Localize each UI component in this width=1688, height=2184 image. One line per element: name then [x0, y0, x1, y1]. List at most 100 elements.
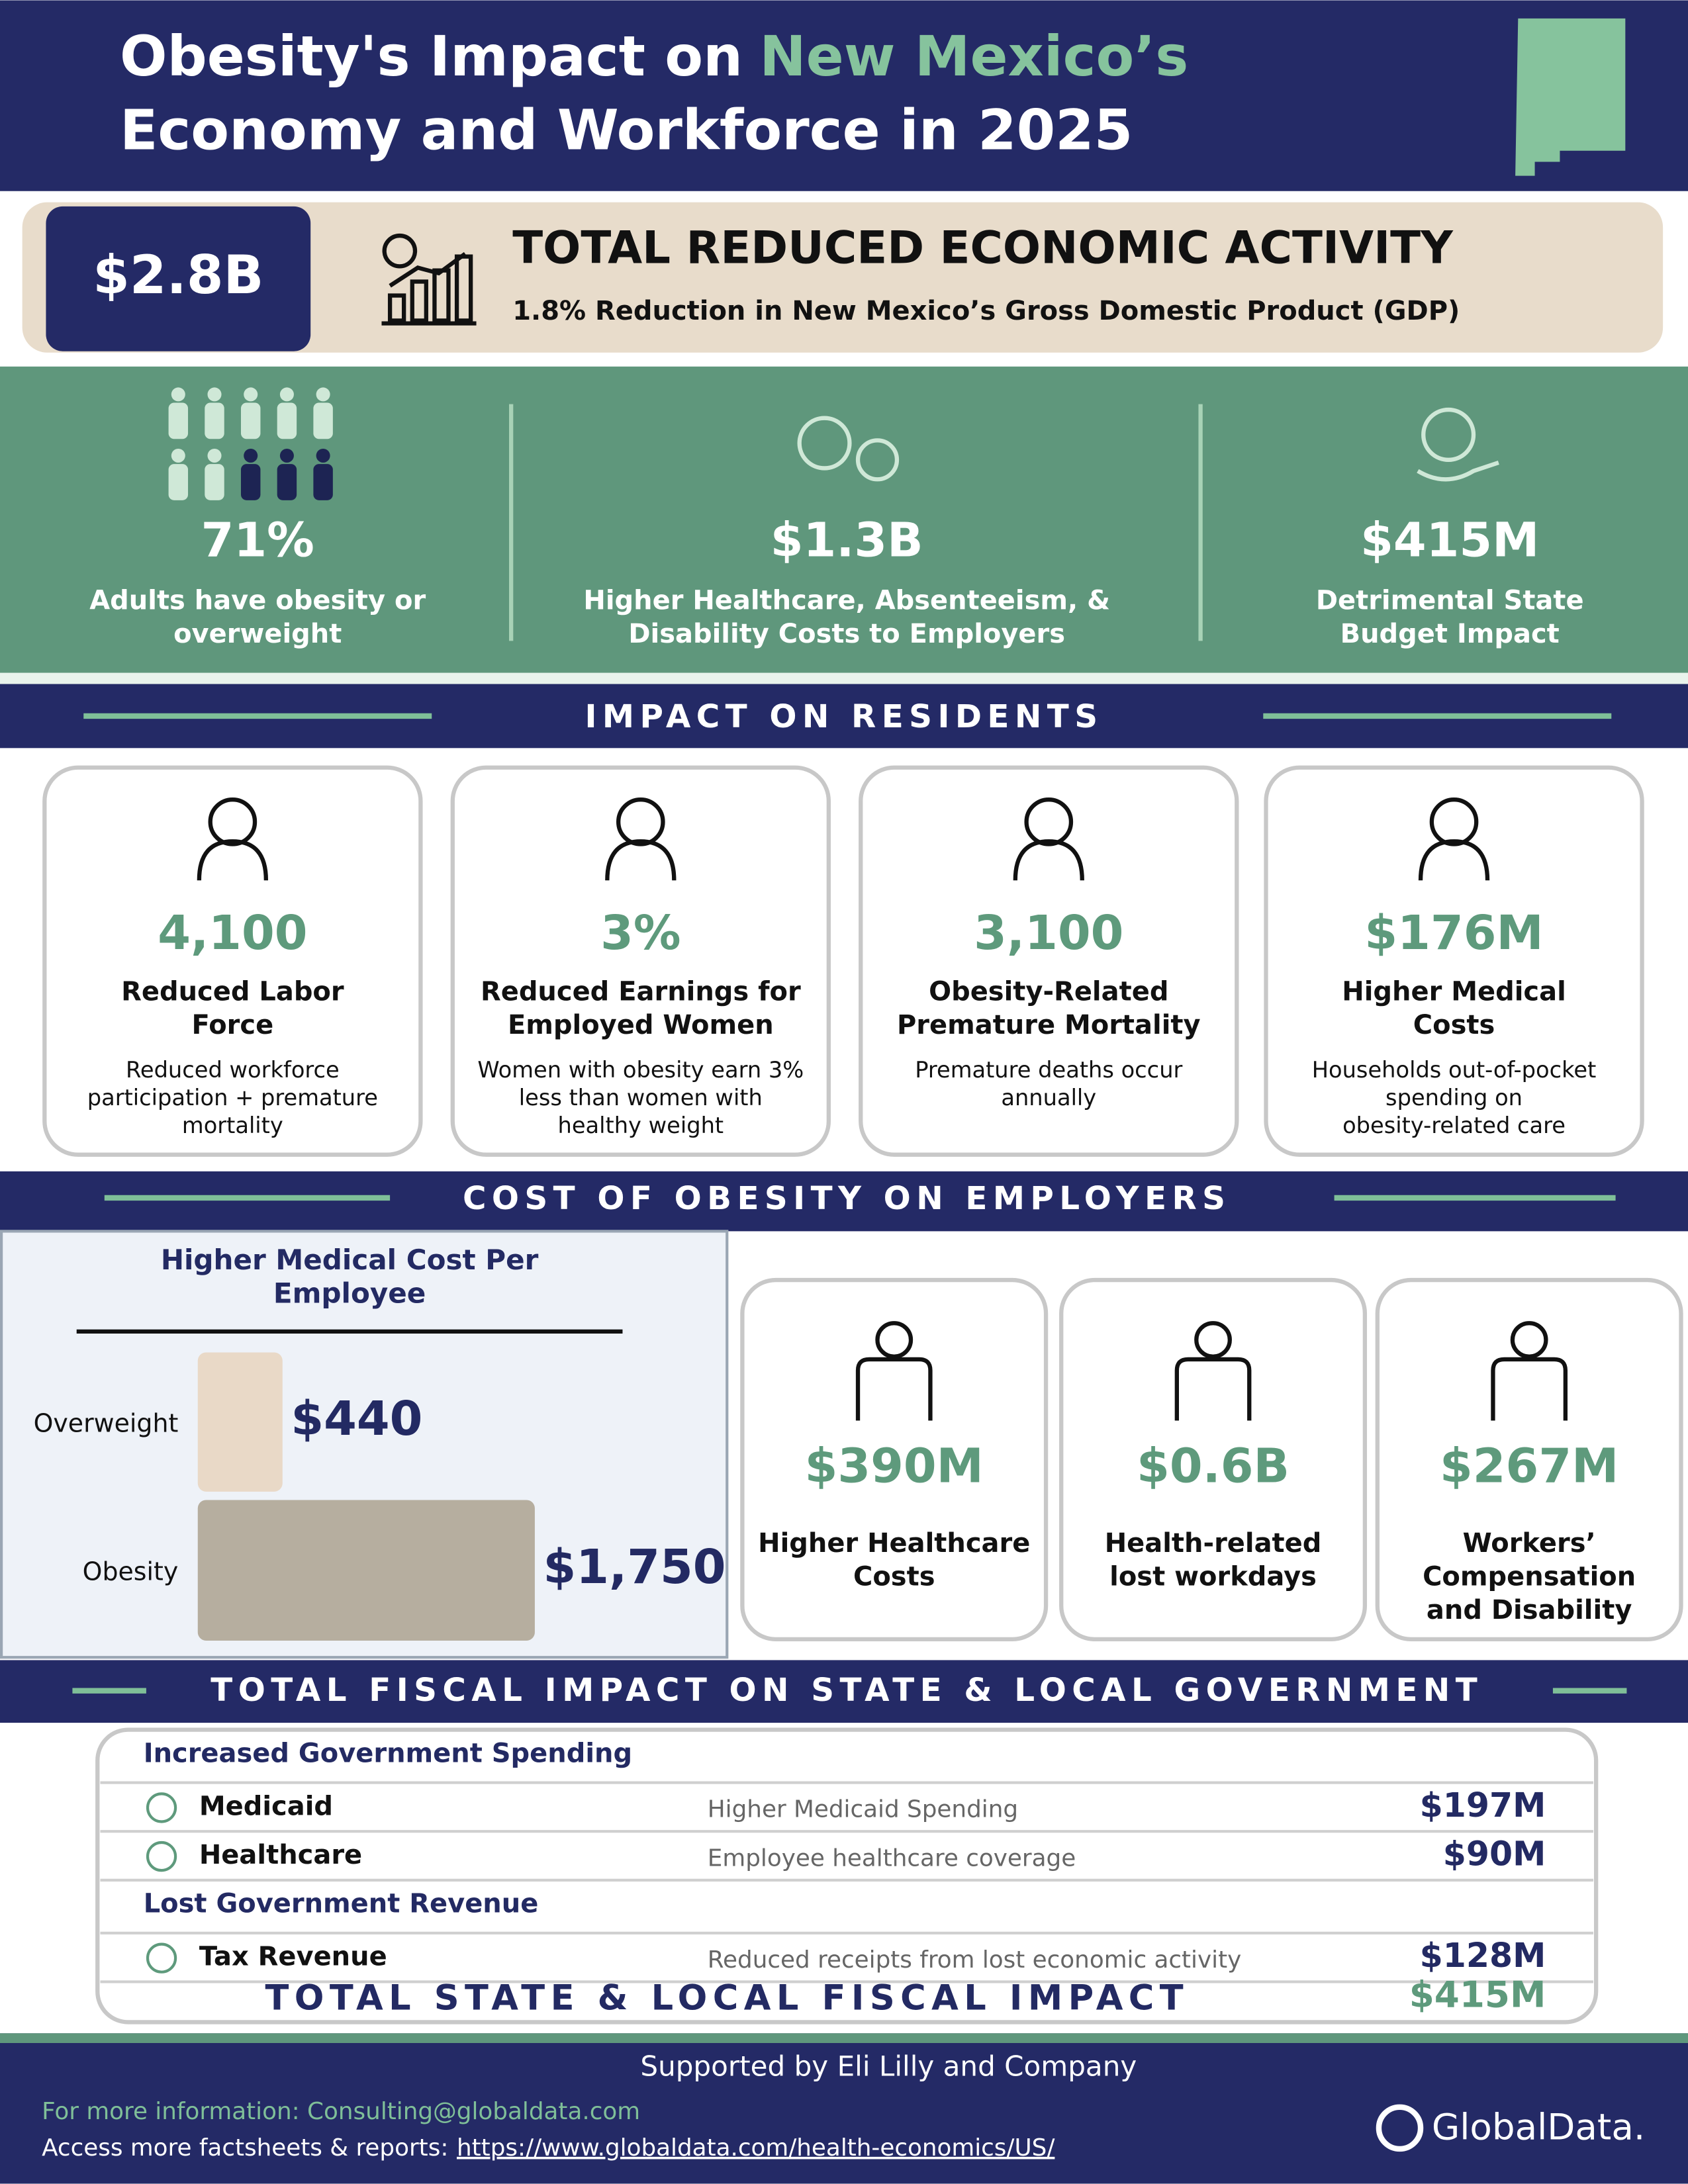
row-description: Reduced receipts from lost economic acti… [708, 1946, 1241, 1974]
hero-value-box [46, 206, 311, 351]
card-icon [855, 1357, 933, 1421]
person-icon-head [207, 387, 222, 402]
card [450, 765, 831, 1157]
card-icon [1024, 797, 1074, 846]
chart-title: Employee [273, 1277, 426, 1310]
title-highlight: New Mexico’s [759, 24, 1188, 89]
card-title: Reduced Labor [121, 977, 344, 1007]
card [42, 765, 423, 1157]
highlights: 71% Adults have obesity or overweight $1.3B… [89, 387, 1584, 649]
row-icon [146, 1792, 177, 1823]
chart-title: Higher Medical Cost Per [161, 1244, 539, 1276]
highlight-label: Disability Costs to Employers [628, 619, 1065, 649]
state-shape [1515, 18, 1626, 176]
card-icon [208, 797, 258, 846]
money-icon [855, 438, 900, 482]
person-icon-body [205, 402, 224, 439]
highlight-label: Higher Healthcare, Absenteeism, & [583, 585, 1110, 615]
row-value: $90M [1443, 1835, 1546, 1874]
row-name: Healthcare [199, 1840, 362, 1870]
row-icon [146, 1942, 177, 1974]
bar-chart: Overweight $440 Obesity $1,750 [34, 1352, 726, 1641]
person-icon-body [205, 464, 224, 500]
person-icon-head [316, 387, 330, 402]
card-description: participation + premature [87, 1085, 378, 1111]
card [740, 1277, 1049, 1642]
title-line-2: Economy and Workforce in 2025 [120, 97, 1133, 162]
card-title: Reduced Earnings for [481, 977, 801, 1007]
card-title: and Disability [1427, 1595, 1632, 1625]
card-title: Employed Women [508, 1010, 774, 1040]
person-icon-head [244, 448, 258, 463]
card [1375, 1277, 1683, 1642]
highlight-value: 71% [201, 513, 314, 568]
person-icon-body [313, 464, 333, 500]
person-icon-body [168, 464, 189, 500]
card-value: 4,100 [158, 905, 307, 960]
card-icon [605, 839, 677, 881]
access-line: Access more factsheets & reports: https:/… [42, 2134, 1055, 2161]
card-title: Premature Mortality [897, 1010, 1201, 1040]
strip [0, 672, 1688, 684]
value-label: $1,750 [543, 1539, 726, 1594]
card-title: Obesity-Related [929, 977, 1168, 1007]
card-value: 3,100 [974, 905, 1123, 960]
fiscal-table [95, 1727, 1599, 2025]
row-description: Higher Medicaid Spending [708, 1796, 1018, 1823]
card-icon [1418, 839, 1490, 881]
title-line-1: Obesity's Impact on New Mexico’s [120, 24, 1188, 89]
card-title: Costs [853, 1561, 935, 1592]
card-description: Women with obesity earn 3% [477, 1057, 804, 1083]
budget-icon [1421, 407, 1476, 462]
card-description: obesity-related care [1342, 1113, 1566, 1138]
row-icon [146, 1841, 177, 1872]
category-label: Obesity [83, 1557, 179, 1586]
section-band [0, 1171, 1688, 1232]
card-icon [1491, 1357, 1568, 1421]
person-icon-body [240, 464, 261, 500]
card-title: Health-related [1105, 1528, 1322, 1559]
person-icon-head [171, 387, 185, 402]
contact: For more information: Consulting@globald… [42, 2098, 640, 2125]
row-value: $197M [1420, 1786, 1546, 1825]
url-link[interactable]: https://www.globaldata.com/health-econom… [457, 2134, 1055, 2161]
section-heading: COST OF OBESITY ON EMPLOYERS [463, 1180, 1231, 1217]
money-icon [797, 416, 852, 471]
footer-strip [0, 2033, 1688, 2044]
row-name: Tax Revenue [199, 1942, 387, 1972]
header-band [0, 0, 1688, 191]
person-icon-body [240, 402, 261, 439]
card-title: Costs [1413, 1010, 1495, 1040]
person-icon-head [316, 448, 330, 463]
hero-value: $2.8B [93, 244, 263, 306]
brand-logo [1376, 2104, 1424, 2152]
person-icon-body [313, 402, 333, 439]
card-title: Force [192, 1010, 274, 1040]
card-title: Compensation [1423, 1561, 1636, 1592]
card-icon [1194, 1321, 1232, 1359]
person-icon-head [279, 387, 294, 402]
card-icon [1510, 1321, 1548, 1359]
card [1059, 1277, 1368, 1642]
person-icon-body [168, 402, 189, 439]
card-icon [1429, 797, 1479, 846]
card-title: Higher Medical [1342, 977, 1566, 1007]
supported-by: Supported by Eli Lilly and Company [640, 2050, 1137, 2082]
row-value: $128M [1420, 1936, 1546, 1975]
highlight-label: Detrimental State [1316, 585, 1584, 615]
highlight-value: $415M [1360, 513, 1539, 568]
row-name: Medicaid [199, 1791, 333, 1821]
total-label: TOTAL STATE & LOCAL FISCAL IMPACT [265, 1978, 1189, 2018]
card-description: spending on [1385, 1085, 1523, 1111]
card-value: $390M [805, 1439, 984, 1494]
brand: GlobalData. [1432, 2106, 1645, 2148]
card-description: less than women with [519, 1085, 763, 1111]
hero-title: TOTAL REDUCED ECONOMIC ACTIVITY [512, 222, 1454, 274]
card-title: Higher Healthcare [758, 1528, 1030, 1559]
person-icon-head [171, 448, 185, 463]
person-icon-head [279, 448, 294, 463]
hero-subtitle: 1.8% Reduction in New Mexico’s Gross Dom… [512, 296, 1460, 326]
